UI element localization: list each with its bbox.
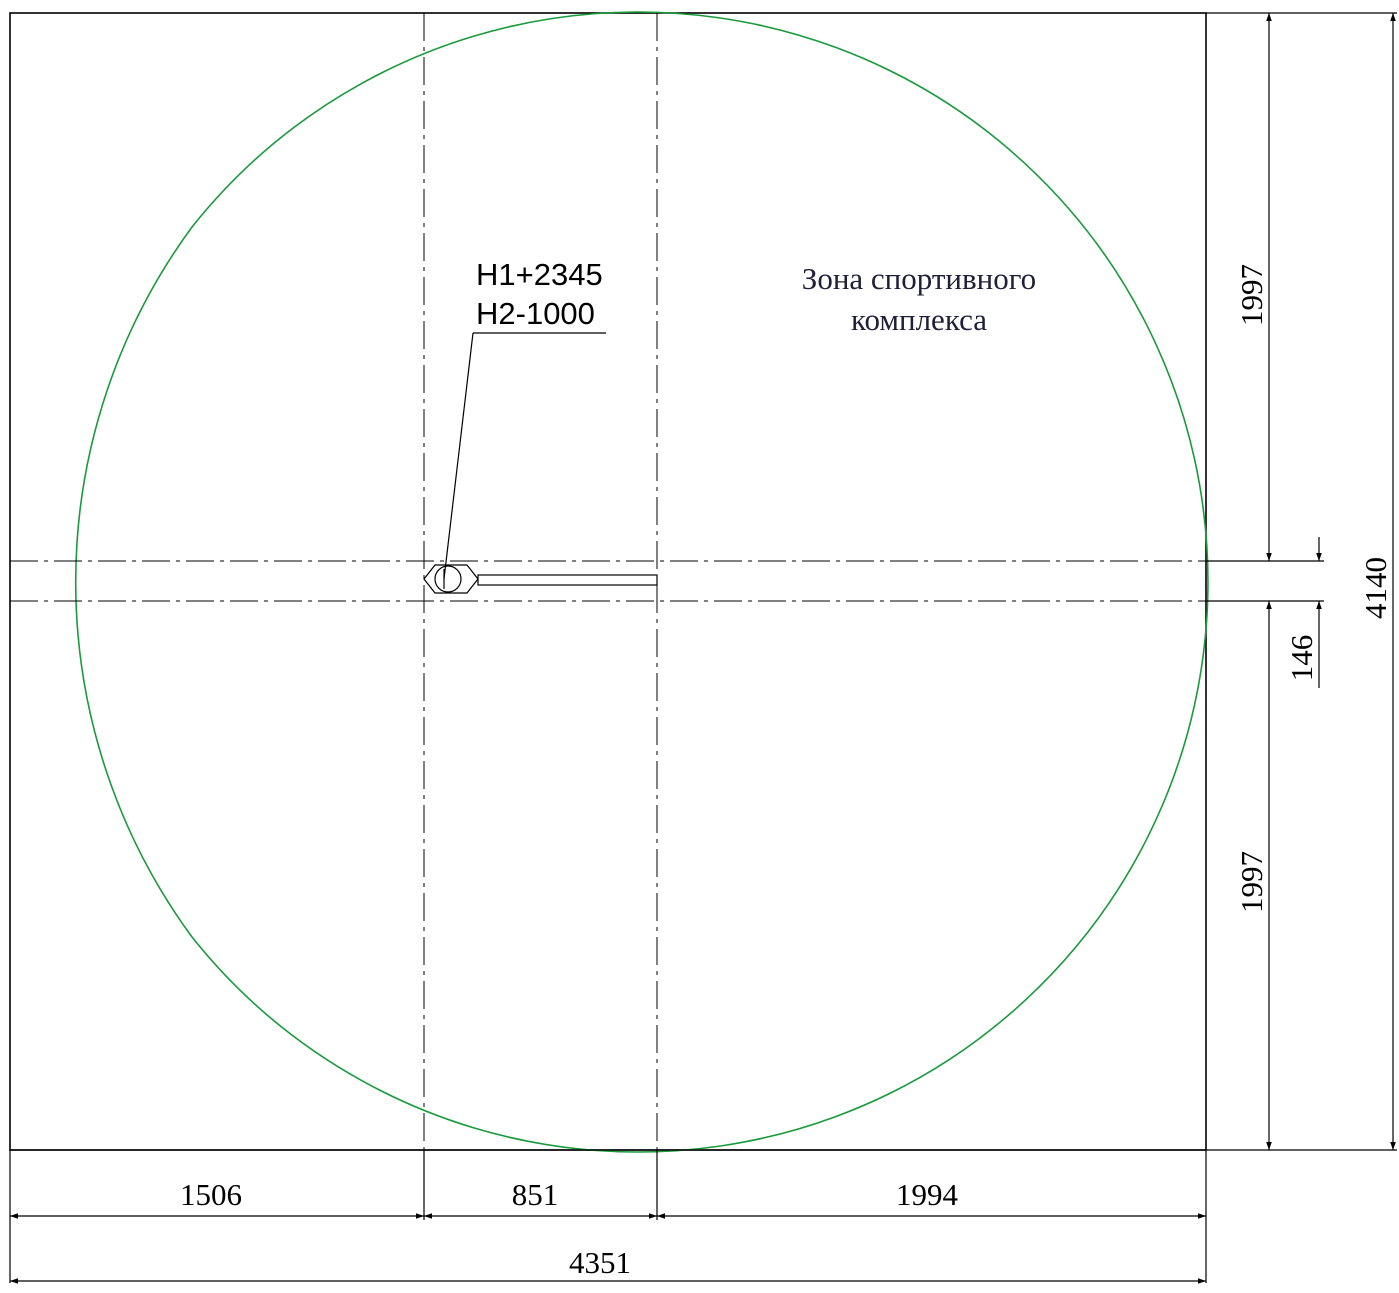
- sports-zone-outline: [74, 11, 1209, 1153]
- dim-bottom-4351: 4351: [569, 1245, 631, 1280]
- elevation-h2-label: H2-1000: [476, 296, 595, 331]
- dim-right-1997-upper: 1997: [1234, 264, 1269, 326]
- equipment-symbol: [423, 564, 658, 594]
- dim-right-1997-lower: 1997: [1234, 851, 1269, 913]
- dim-bottom-1506: 1506: [180, 1177, 242, 1212]
- site-boundary: [9, 12, 1207, 1151]
- zone-label-line-2: комплекса: [851, 302, 987, 337]
- dim-bottom-1994: 1994: [896, 1177, 959, 1212]
- dim-bottom-851: 851: [512, 1177, 559, 1212]
- elevation-callout-leader: [443, 332, 606, 580]
- elevation-h1-label: H1+2345: [476, 257, 603, 292]
- dim-right-4140: 4140: [1358, 557, 1393, 619]
- right-extension-lines: [1206, 12, 1397, 1151]
- dim-right-146: 146: [1284, 635, 1319, 682]
- zone-label-line-1: Зона спортивного: [802, 261, 1036, 296]
